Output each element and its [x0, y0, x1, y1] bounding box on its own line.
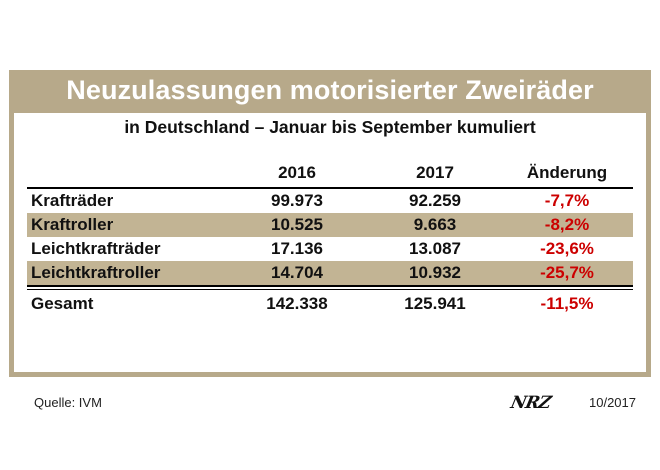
row-value-2017: 9.663 — [413, 215, 457, 234]
header-2016: 2016 — [278, 163, 316, 182]
table-row: Krafträder 99.973 92.259 -7,7% — [27, 189, 633, 213]
row-label: Krafträder — [31, 191, 114, 210]
row-value-2017: 10.932 — [409, 263, 461, 282]
registrations-table: 2016 2017 Änderung Krafträder 99.973 92.… — [27, 159, 633, 317]
row-label: Kraftroller — [31, 215, 114, 234]
total-value-2017: 125.941 — [404, 294, 466, 313]
nrz-logo: NRZ — [508, 393, 553, 413]
table-total-row: Gesamt 142.338 125.941 -11,5% — [27, 291, 633, 317]
row-value-2016: 17.136 — [271, 239, 323, 258]
row-value-2016: 99.973 — [271, 191, 323, 210]
row-value-2016: 10.525 — [271, 215, 323, 234]
page-title: Neuzulassungen motorisierter Zweiräder — [66, 75, 594, 105]
title-bar: Neuzulassungen motorisierter Zweiräder — [9, 70, 651, 111]
row-value-2016: 14.704 — [271, 263, 323, 282]
row-change: -8,2% — [544, 215, 590, 234]
row-change: -7,7% — [544, 191, 590, 210]
row-label: Leichtkraftroller — [31, 263, 161, 282]
source-note: Quelle: IVM — [34, 395, 102, 410]
table-header-row: 2016 2017 Änderung — [27, 159, 633, 187]
row-label: Leichtkrafträder — [31, 239, 161, 258]
table-row: Kraftroller 10.525 9.663 -8,2% — [27, 213, 633, 237]
header-change: Änderung — [526, 163, 608, 182]
header-divider — [27, 187, 633, 189]
row-value-2017: 13.087 — [409, 239, 461, 258]
row-value-2017: 92.259 — [409, 191, 461, 210]
total-change: -11,5% — [540, 294, 594, 313]
table-row: Leichtkrafträder 17.136 13.087 -23,6% — [27, 237, 633, 261]
total-label: Gesamt — [31, 294, 94, 313]
infographic-frame: Neuzulassungen motorisierter Zweiräder i… — [9, 70, 651, 413]
row-change: -25,7% — [540, 263, 594, 282]
row-change: -23,6% — [540, 239, 594, 258]
total-divider — [27, 285, 633, 290]
content-panel: in Deutschland – Januar bis September ku… — [14, 113, 646, 413]
header-2017: 2017 — [416, 163, 454, 182]
total-value-2016: 142.338 — [266, 294, 328, 313]
publication-date: 10/2017 — [589, 395, 636, 410]
table-row: Leichtkraftroller 14.704 10.932 -25,7% — [27, 261, 633, 285]
subtitle: in Deutschland – Januar bis September ku… — [124, 117, 536, 137]
